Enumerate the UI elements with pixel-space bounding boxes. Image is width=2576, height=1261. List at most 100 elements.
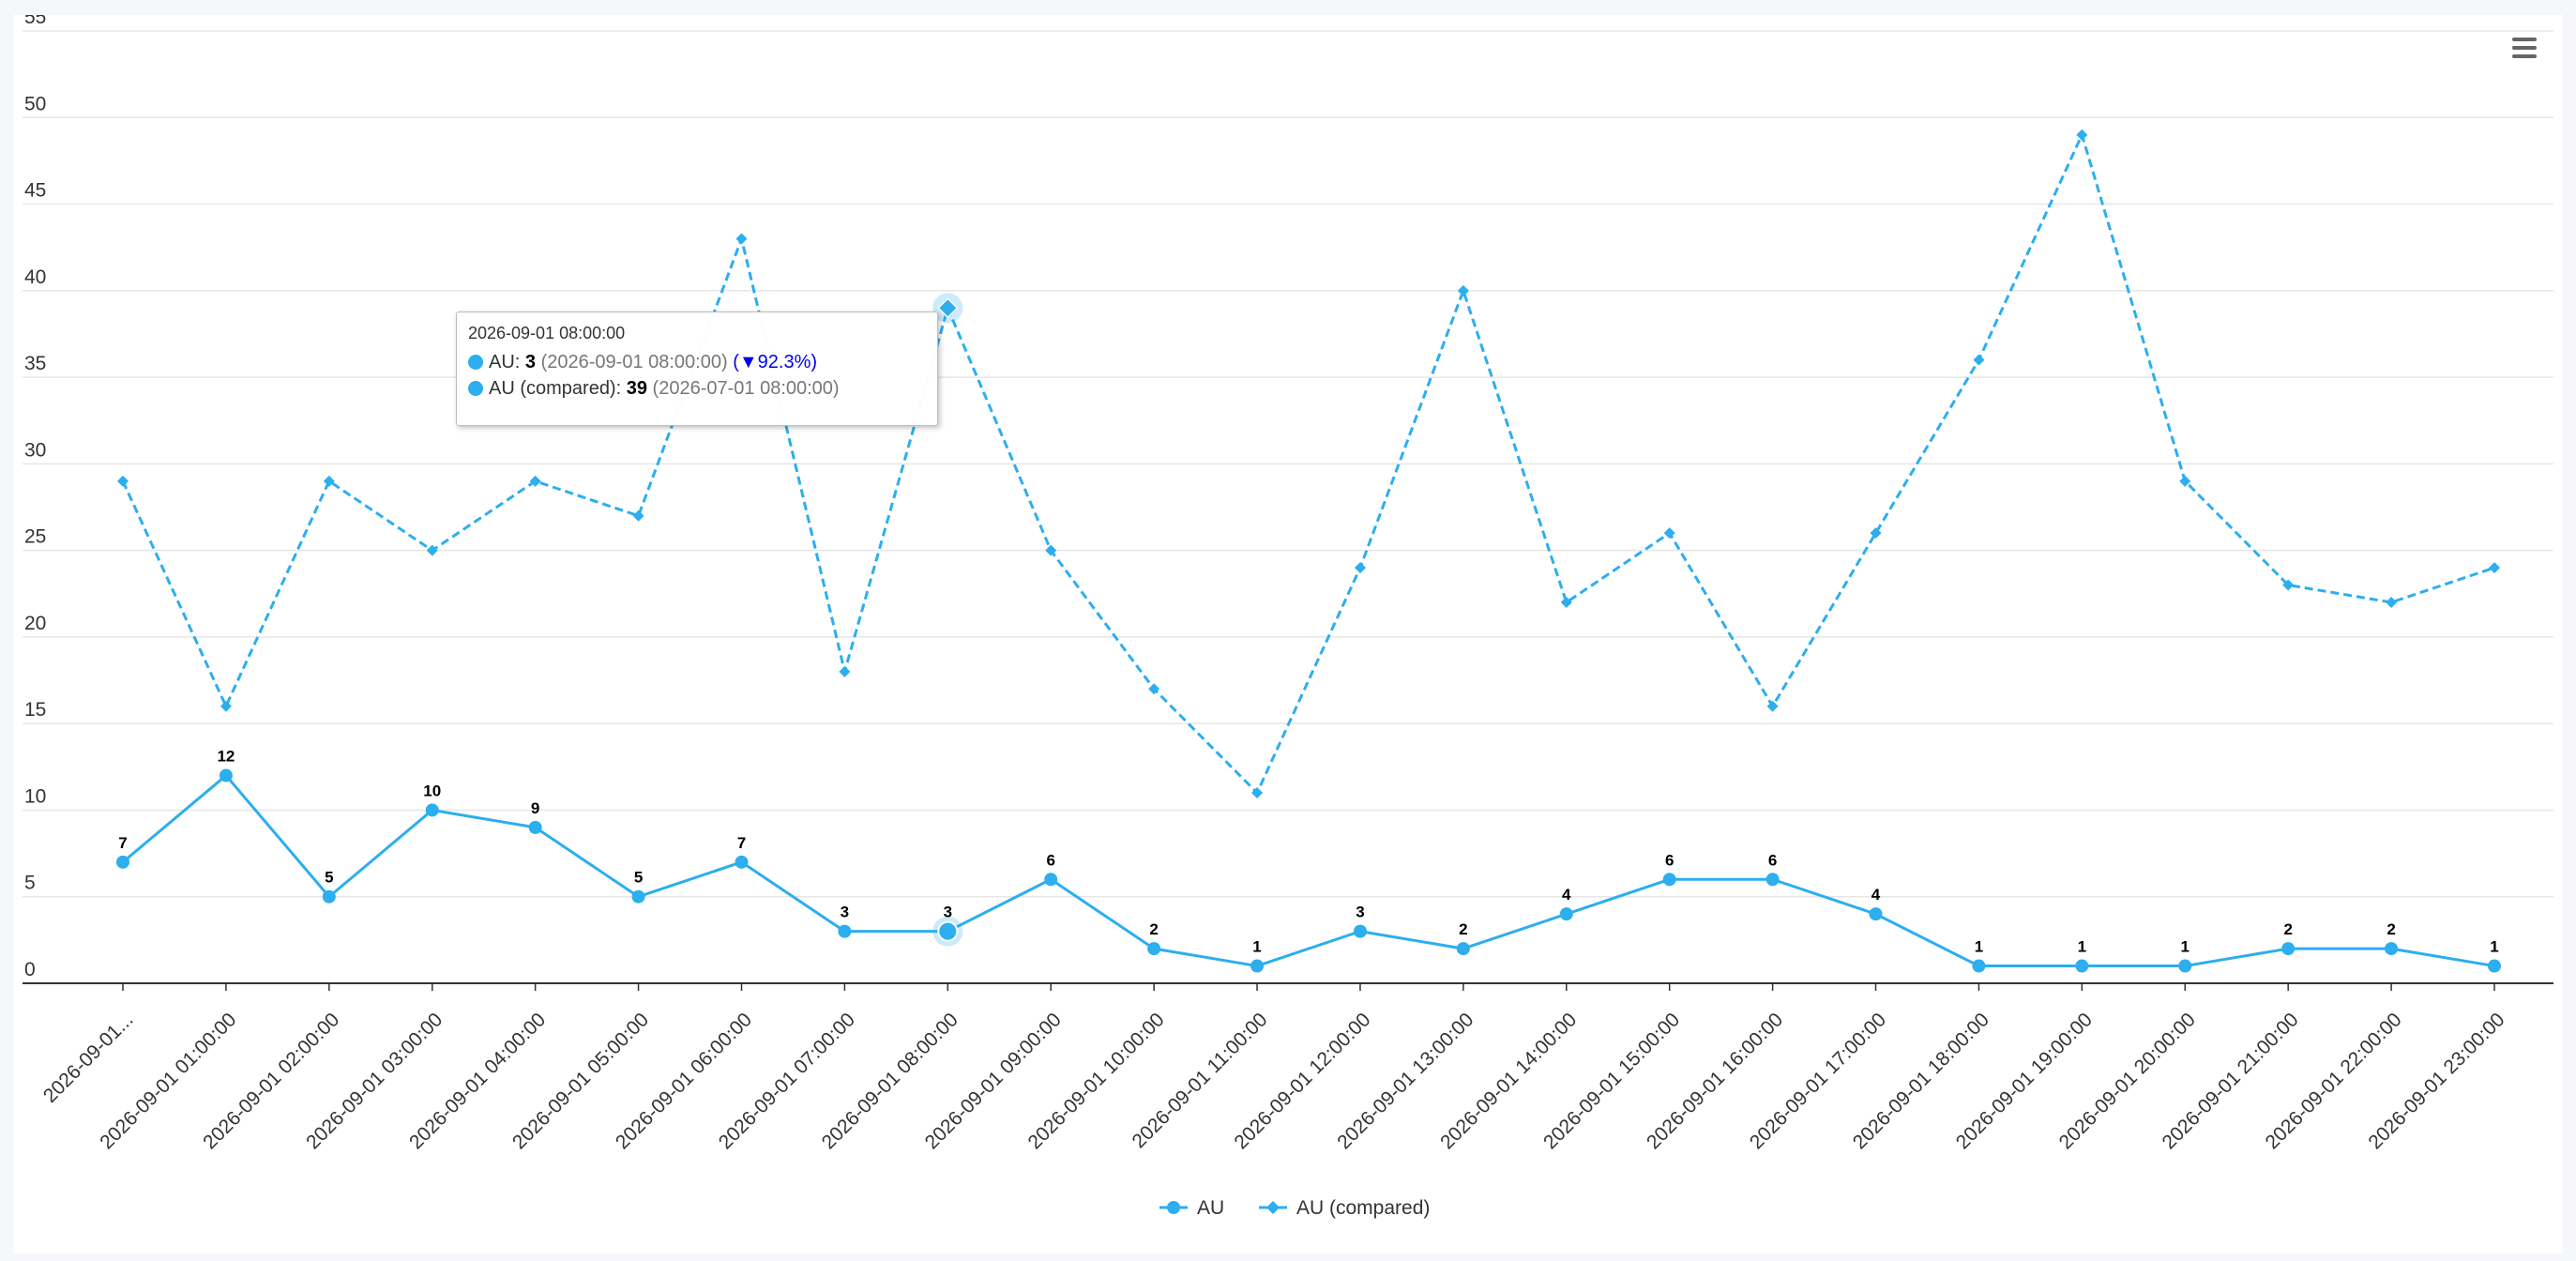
data-point-au — [528, 820, 542, 834]
data-point-au — [2385, 942, 2399, 956]
y-tick-label: 55 — [24, 15, 46, 28]
data-label: 3 — [1356, 904, 1364, 921]
data-label: 3 — [944, 904, 952, 921]
series-line-au — [122, 774, 2495, 968]
data-point-au — [2075, 959, 2089, 973]
data-label: 2 — [2387, 920, 2395, 938]
tooltip-date: (2026-09-01 08:00:00) — [540, 352, 728, 372]
data-label: 4 — [1562, 886, 1571, 904]
data-point-au-compared — [220, 700, 232, 712]
y-tick-label: 0 — [24, 959, 36, 980]
legend-label: AU (compared) — [1296, 1197, 1430, 1219]
y-tick-label: 40 — [24, 266, 46, 288]
tooltip-change-close: ) — [811, 352, 818, 372]
data-point-au — [1869, 907, 1883, 921]
y-tick-label: 50 — [24, 93, 46, 114]
data-point-au — [1765, 873, 1780, 887]
data-point-au-compared — [2179, 475, 2191, 487]
series-dot-icon — [468, 381, 483, 396]
x-axis: 2026-09-01...2026-09-01 01:00:002026-09-… — [39, 983, 2509, 1153]
y-tick-label: 15 — [24, 699, 46, 721]
data-point-au-compared — [2076, 129, 2088, 141]
y-tick-label: 35 — [24, 353, 46, 374]
data-label: 2 — [1459, 920, 1467, 938]
data-label: 6 — [1768, 851, 1777, 869]
data-point-au — [838, 924, 852, 938]
data-point-au-compared — [426, 544, 438, 556]
data-point-au-compared — [2282, 579, 2295, 591]
data-point-au-compared — [323, 475, 335, 487]
data-point-au-compared — [1457, 284, 1469, 296]
y-tick-label: 25 — [24, 526, 46, 548]
data-point-au-compared — [632, 509, 644, 522]
data-label: 6 — [1665, 851, 1674, 869]
data-label: 7 — [118, 834, 127, 852]
tooltip-value: 3 — [524, 352, 537, 372]
y-axis: 0 5 10 15 20 25 30 35 40 45 50 55 — [24, 15, 46, 980]
data-label: 2 — [1149, 920, 1158, 938]
data-label: 12 — [217, 748, 235, 766]
data-point-au-compared — [1766, 700, 1779, 712]
tooltip: 2026-09-01 08:00:00 AU: 3 (2026-09-01 08… — [456, 311, 938, 426]
y-tick-label: 20 — [24, 613, 46, 634]
data-point-au — [1147, 942, 1161, 956]
y-tick-label: 30 — [24, 439, 46, 461]
y-tick-label: 10 — [24, 785, 46, 807]
legend: AU AU (compared) — [1159, 1197, 1430, 1219]
data-point-au — [1044, 873, 1058, 887]
data-label: 10 — [423, 782, 441, 799]
data-point-au — [735, 855, 749, 869]
data-label: 5 — [634, 869, 643, 887]
data-label: 9 — [531, 799, 539, 817]
data-point-au — [631, 889, 645, 904]
data-point-au-compared — [117, 475, 129, 487]
y-tick-label: 5 — [24, 873, 36, 894]
data-point-au — [219, 768, 233, 782]
data-point-au — [2281, 942, 2296, 956]
tooltip-date: (2026-07-01 08:00:00) — [652, 378, 840, 399]
series-lines — [116, 129, 2501, 973]
data-point-au — [1972, 959, 1986, 973]
data-point-au-compared — [1870, 527, 1882, 539]
chart-menu-button[interactable] — [2508, 32, 2540, 64]
tooltip-series-name: AU (compared) — [489, 378, 616, 399]
data-point-au-compared — [529, 475, 541, 487]
data-label: 7 — [737, 834, 746, 852]
data-point-au-compared — [1560, 597, 1572, 608]
data-point-au-compared — [2386, 597, 2398, 608]
data-label: 4 — [1871, 886, 1881, 904]
data-label: 6 — [1046, 851, 1054, 869]
data-point-au — [1456, 942, 1470, 956]
data-point-au-compared — [937, 297, 959, 319]
data-label: 5 — [325, 869, 333, 887]
tooltip-header: 2026-09-01 08:00:00 — [468, 324, 626, 342]
data-point-au — [1662, 873, 1676, 887]
data-point-au — [1250, 959, 1265, 973]
tooltip-row-au: AU: 3 (2026-09-01 08:00:00) (▼92.3%) — [468, 349, 926, 375]
tooltip-change-open: ( — [727, 352, 739, 372]
data-point-au — [116, 855, 129, 869]
data-point-au — [1353, 924, 1367, 938]
data-point-au-compared — [1354, 562, 1366, 574]
hamburger-menu-icon — [2512, 38, 2537, 41]
data-point-au-compared — [735, 233, 748, 245]
x-tick-label: 2026-09-01... — [39, 1009, 138, 1107]
data-point-au-compared — [1973, 354, 1985, 366]
data-label: 1 — [1252, 938, 1261, 956]
data-point-au — [425, 803, 439, 817]
hamburger-menu-icon — [2512, 46, 2537, 50]
chart-container: 0 5 10 15 20 25 30 35 40 45 50 55 2026-09-01... 2026… — [13, 15, 2563, 1253]
grid-lines — [23, 30, 2553, 984]
data-point-au — [322, 889, 336, 904]
data-label: 2 — [2283, 920, 2292, 938]
data-point-au — [1559, 907, 1573, 921]
tooltip-row-au-compared: AU (compared): 39 (2026-07-01 08:00:00) — [468, 375, 926, 402]
data-point-au-compared — [1663, 527, 1675, 539]
data-point-au-compared — [2489, 562, 2500, 574]
data-label: 1 — [2181, 938, 2190, 956]
tooltip-change: ▼92.3% — [738, 352, 811, 372]
data-label: 1 — [2078, 938, 2086, 956]
data-point-au — [2488, 959, 2501, 973]
